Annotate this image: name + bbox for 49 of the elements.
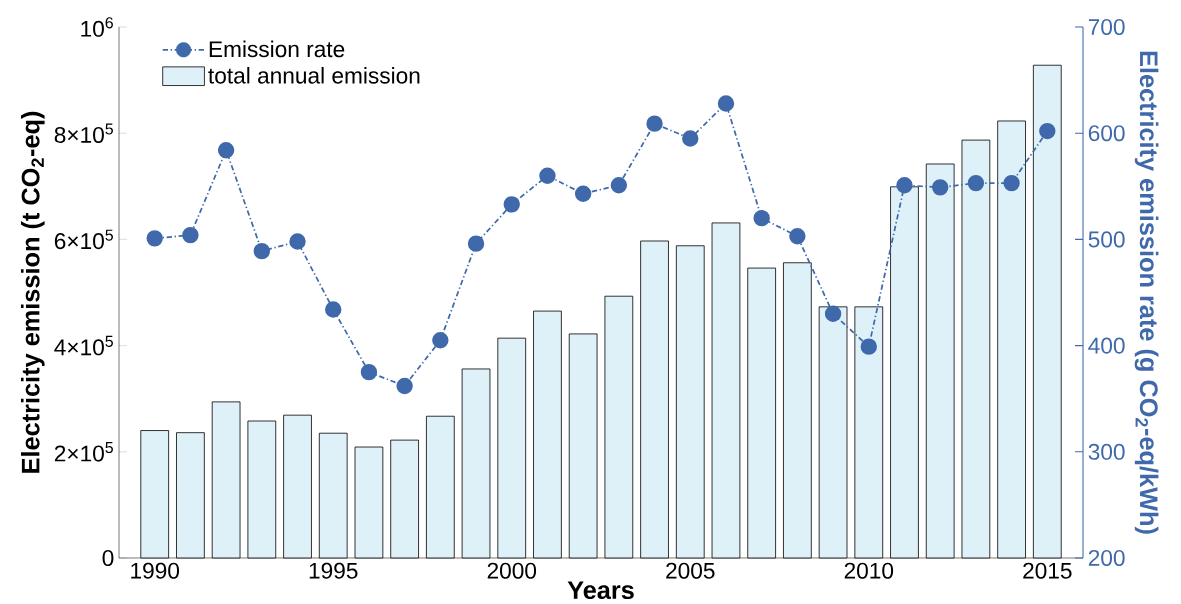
- point: [253, 242, 271, 260]
- legend-label: total annual emission: [208, 67, 420, 84]
- legend-label: Emission rate: [209, 40, 345, 58]
- point: [217, 141, 235, 159]
- point: [432, 332, 449, 349]
- point: [789, 228, 806, 245]
- x-tick-label: 1990: [131, 562, 180, 579]
- x-tick-label: 2015: [1023, 562, 1072, 579]
- point: [646, 115, 663, 132]
- point: [1039, 122, 1056, 140]
- point: [896, 177, 913, 194]
- y2-tick-label: 300: [1088, 443, 1125, 460]
- point: [931, 179, 949, 196]
- y2-tick-label: 600: [1088, 125, 1125, 142]
- point: [682, 130, 699, 147]
- point: [967, 174, 985, 192]
- y-tick-label: 6×10$^{5}$: [54, 229, 113, 250]
- point: [717, 95, 735, 112]
- y-tick-label: 8×10$^{5}$: [54, 123, 113, 143]
- y-axis-title: Electricity emission (t CO$_{2}$-eq): [20, 111, 45, 473]
- y-tick-label: 4×10$^{5}$: [54, 335, 113, 356]
- y2-tick-label: 200: [1088, 549, 1125, 567]
- point: [146, 230, 163, 247]
- point: [360, 363, 378, 381]
- y2-tick-label: 700: [1088, 18, 1125, 36]
- point: [396, 377, 413, 395]
- x-tick-label: 1995: [309, 562, 358, 579]
- point: [753, 209, 770, 227]
- point: [539, 167, 556, 184]
- x-tick-label: 2005: [666, 562, 715, 579]
- point: [824, 305, 842, 322]
- y2-tick-label: 500: [1088, 231, 1125, 248]
- y-tick-label: 2×10$^{5}$: [54, 442, 113, 462]
- point: [1003, 174, 1020, 192]
- point: [503, 196, 520, 213]
- point: [467, 235, 485, 252]
- point: [574, 185, 592, 202]
- y-tick-label: 0: [102, 549, 114, 567]
- y2-axis-title: Electricity emission rate (g CO$_{2}$-eq/kWh): [1134, 51, 1159, 534]
- point: [182, 226, 199, 244]
- point: [289, 233, 306, 250]
- point: [860, 338, 877, 355]
- y2-tick-label: 400: [1088, 337, 1125, 354]
- point: [610, 177, 628, 194]
- x-tick-label: 2010: [844, 562, 894, 579]
- point: [325, 301, 342, 318]
- x-tick-label: 2000: [487, 562, 537, 579]
- x-axis-title: Years: [567, 581, 634, 600]
- y-tick-label: 10$^{6}$: [81, 17, 113, 37]
